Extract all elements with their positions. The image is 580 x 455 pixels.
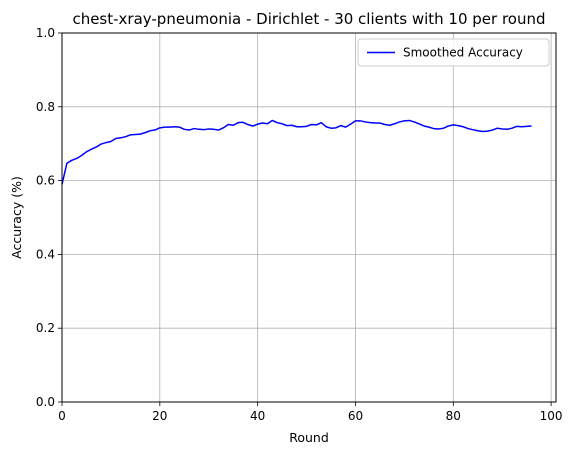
legend-box <box>357 38 550 67</box>
x-tick-label: 0 <box>58 409 66 423</box>
chart-title: chest-xray-pneumonia - Dirichlet - 30 cl… <box>72 10 545 28</box>
grid-lines <box>61 32 556 403</box>
y-tick-label: 0.2 <box>36 321 55 335</box>
y-tick-label: 1.0 <box>36 26 55 40</box>
y-axis-ticks: 0.0 0.2 0.4 0.6 0.8 1.0 <box>36 26 62 409</box>
y-axis-label: Accuracy (%) <box>9 176 24 259</box>
y-tick-label: 0.6 <box>36 174 55 188</box>
x-tick-label: 100 <box>540 409 563 423</box>
x-tick-label: 20 <box>152 409 167 423</box>
series-line-smoothed-accuracy <box>61 119 532 185</box>
x-axis-label: Round <box>289 430 329 445</box>
plot-area <box>62 33 556 402</box>
legend-label: Smoothed Accuracy <box>403 46 523 60</box>
plot-frame <box>61 32 557 403</box>
legend: Smoothed Accuracy <box>357 38 550 67</box>
x-tick-label: 40 <box>250 409 265 423</box>
y-tick-label: 0.8 <box>36 100 55 114</box>
x-tick-label: 80 <box>446 409 461 423</box>
x-axis-ticks: 0 20 40 60 80 100 <box>58 402 563 423</box>
x-tick-label: 60 <box>348 409 363 423</box>
y-tick-label: 0.4 <box>36 247 55 261</box>
y-tick-label: 0.0 <box>36 395 55 409</box>
